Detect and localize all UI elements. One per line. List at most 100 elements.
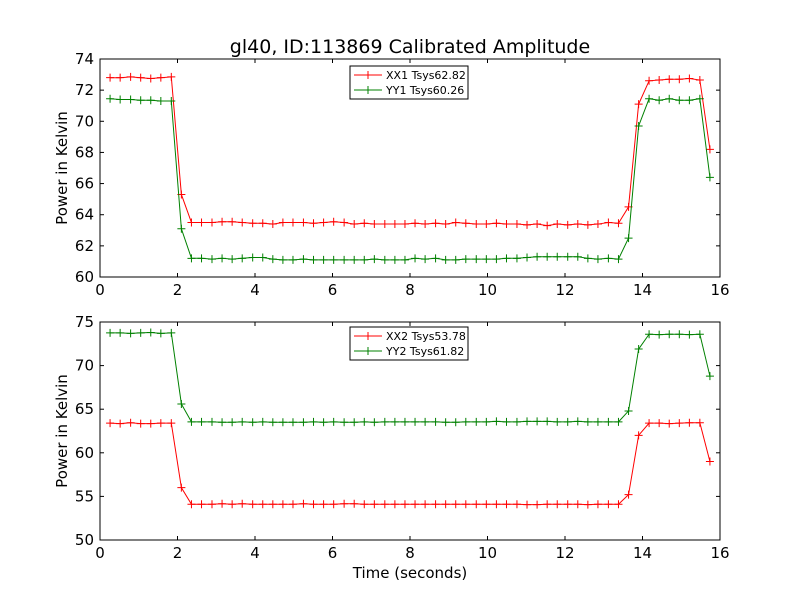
data-point-marker (624, 234, 633, 243)
data-point-marker (502, 417, 511, 426)
data-point-marker (705, 145, 714, 154)
data-point-marker (360, 255, 369, 264)
data-point-marker (126, 329, 135, 338)
x-tick-label: 0 (95, 544, 105, 562)
data-point-marker (573, 252, 582, 261)
data-point-marker (533, 252, 542, 261)
data-point-marker (167, 419, 176, 428)
data-point-marker (360, 500, 369, 509)
data-point-marker (695, 76, 704, 85)
x-tick-label: 2 (173, 281, 183, 299)
data-point-marker (218, 254, 227, 263)
data-point-marker (695, 94, 704, 103)
data-point-marker (655, 330, 664, 339)
data-point-marker (167, 328, 176, 337)
figure-title: gl40, ID:113869 Calibrated Amplitude (230, 36, 590, 58)
data-point-marker (655, 419, 664, 428)
data-point-marker (350, 255, 359, 264)
data-point-marker (553, 220, 562, 229)
x-tick-label: 6 (328, 281, 338, 299)
data-point-marker (492, 255, 501, 264)
data-point-marker (126, 72, 135, 81)
data-point-marker (146, 74, 155, 83)
x-tick-label: 10 (478, 281, 497, 299)
data-point-marker (512, 254, 521, 263)
data-point-marker (563, 500, 572, 509)
data-point-marker (634, 100, 643, 109)
y-tick-label: 70 (75, 357, 94, 375)
data-point-marker (472, 500, 481, 509)
data-point-marker (533, 417, 542, 426)
data-point-marker (390, 417, 399, 426)
data-point-marker (461, 255, 470, 264)
data-point-marker (665, 94, 674, 103)
data-point-marker (288, 500, 297, 509)
data-point-marker (370, 500, 379, 509)
y-tick-label: 60 (75, 444, 94, 462)
data-point-marker (573, 500, 582, 509)
data-point-marker (187, 218, 196, 227)
data-point-marker (238, 254, 247, 263)
data-point-marker (319, 418, 328, 427)
data-point-marker (390, 255, 399, 264)
data-point-marker (116, 419, 125, 428)
data-point-marker (685, 330, 694, 339)
data-point-marker (472, 417, 481, 426)
data-point-marker (523, 500, 532, 509)
legend: XX2 Tsys53.78 YY2 Tsys61.82 (349, 326, 469, 361)
data-point-marker (177, 399, 186, 408)
data-point-marker (136, 73, 145, 82)
data-point-marker (482, 220, 491, 229)
data-point-marker (492, 500, 501, 509)
data-point-marker (156, 73, 165, 82)
data-point-marker (512, 220, 521, 229)
data-point-marker (685, 74, 694, 83)
data-point-marker (675, 419, 684, 428)
data-point-marker (380, 220, 389, 229)
legend-label: XX2 Tsys53.78 (386, 330, 466, 343)
data-point-marker (665, 419, 674, 428)
y-axis-label: Power in Kelvin (53, 374, 71, 488)
data-point-marker (593, 417, 602, 426)
data-point-marker (238, 499, 247, 508)
data-point-marker (461, 417, 470, 426)
data-point-marker (360, 219, 369, 228)
data-point-marker (482, 500, 491, 509)
data-point-marker (329, 417, 338, 426)
data-point-marker (146, 96, 155, 105)
data-point-marker (604, 500, 613, 509)
data-point-marker (573, 220, 582, 229)
x-axis-label: Time (seconds) (352, 564, 468, 582)
data-point-marker (177, 224, 186, 233)
data-point-marker (655, 96, 664, 105)
data-point-marker (451, 500, 460, 509)
data-point-marker (583, 500, 592, 509)
data-point-marker (431, 500, 440, 509)
legend-box (349, 326, 469, 361)
y-tick-label: 66 (75, 175, 94, 193)
data-point-marker (421, 220, 430, 229)
data-point-marker (258, 253, 267, 262)
data-point-marker (350, 220, 359, 229)
data-point-marker (360, 417, 369, 426)
data-point-marker (207, 500, 216, 509)
data-point-marker (685, 418, 694, 427)
data-point-marker (238, 218, 247, 227)
data-point-marker (411, 500, 420, 509)
data-point-marker (400, 417, 409, 426)
data-point-marker (400, 220, 409, 229)
y-tick-label: 70 (75, 112, 94, 130)
data-point-marker (156, 329, 165, 338)
data-point-marker (502, 254, 511, 263)
data-point-marker (583, 220, 592, 229)
data-point-marker (340, 255, 349, 264)
data-point-marker (543, 252, 552, 261)
data-point-marker (705, 457, 714, 466)
data-point-marker (624, 406, 633, 415)
data-point-marker (645, 76, 654, 85)
x-tick-label: 14 (633, 281, 652, 299)
data-point-marker (340, 499, 349, 508)
data-point-marker (380, 500, 389, 509)
